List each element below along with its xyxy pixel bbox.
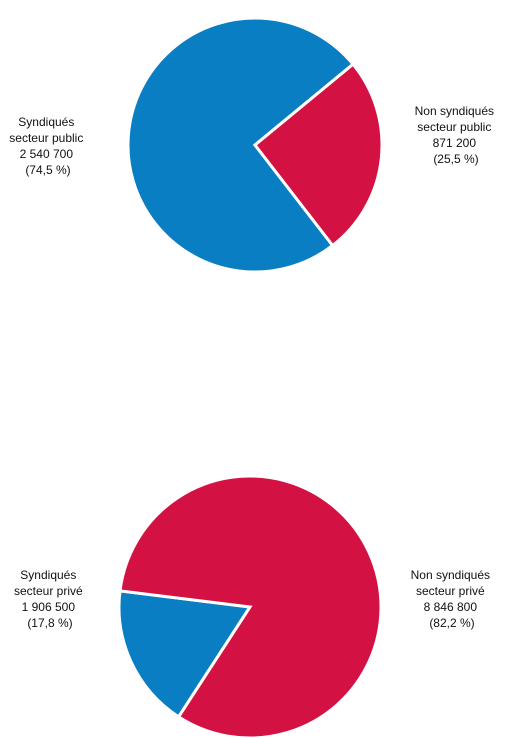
pie-chart-public-sector: Syndiqués secteur public 2 540 700 (74,5… bbox=[9, 18, 497, 272]
pie-chart-private-sector: Syndiqués secteur privé 1 906 500 (17,8 … bbox=[14, 476, 493, 738]
label-value: 1 906 500 bbox=[22, 600, 76, 614]
label-line: Syndiqués bbox=[20, 568, 76, 582]
label-line: Syndiqués bbox=[18, 115, 74, 129]
label-percent: (82,2 %) bbox=[429, 616, 474, 630]
label-line: secteur privé bbox=[14, 584, 83, 598]
pie-label-syndiques-public: Syndiqués secteur public 2 540 700 (74,5… bbox=[9, 115, 86, 177]
label-value: 2 540 700 bbox=[20, 147, 74, 161]
pie-label-non-syndiques-prive: Non syndiqués secteur privé 8 846 800 (8… bbox=[411, 568, 494, 630]
label-line: secteur privé bbox=[416, 584, 485, 598]
label-line: secteur public bbox=[417, 120, 491, 134]
pie-label-syndiques-prive: Syndiqués secteur privé 1 906 500 (17,8 … bbox=[14, 568, 86, 630]
label-percent: (74,5 %) bbox=[25, 163, 70, 177]
label-percent: (17,8 %) bbox=[27, 616, 72, 630]
label-line: secteur public bbox=[9, 131, 83, 145]
label-line: Non syndiqués bbox=[411, 568, 490, 582]
label-percent: (25,5 %) bbox=[433, 152, 478, 166]
pie-label-non-syndiques-public: Non syndiqués secteur public 871 200 (25… bbox=[415, 104, 498, 166]
label-value: 871 200 bbox=[433, 136, 477, 150]
label-value: 8 846 800 bbox=[424, 600, 478, 614]
label-line: Non syndiqués bbox=[415, 104, 494, 118]
